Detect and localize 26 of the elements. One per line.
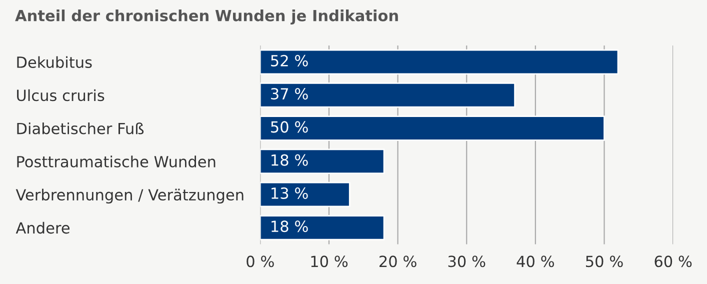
- data-label: 52 %: [271, 54, 308, 66]
- y-tick-label: Ulcus cruris: [17, 89, 104, 102]
- y-tick-label: Diabetischer Fuß: [17, 122, 144, 134]
- bar: [260, 82, 516, 108]
- data-label: 18 %: [272, 220, 308, 232]
- bar: [260, 148, 385, 174]
- x-tick-label: 20 %: [380, 256, 416, 268]
- bar: [260, 215, 385, 240]
- bar: [260, 116, 605, 141]
- bar: [260, 182, 350, 208]
- y-tick-label: Posttraumatische Wunden: [17, 156, 216, 168]
- data-label: 18 %: [272, 154, 308, 166]
- data-label: 50 %: [271, 121, 308, 133]
- y-tick-label: Dekubitus: [17, 56, 92, 68]
- y-tick-label: Andere: [16, 222, 70, 234]
- x-tick-label: 30 %: [448, 256, 486, 268]
- y-tick-label: Verbrennungen / Verätzungen: [16, 188, 244, 204]
- x-tick-label: 60 %: [654, 256, 692, 268]
- data-label: 37 %: [271, 88, 308, 100]
- x-tick-label: 10 %: [311, 256, 348, 268]
- data-label: 13 %: [272, 187, 308, 199]
- x-tick-label: 50 %: [586, 256, 623, 268]
- x-tick-label: 0 %: [246, 256, 274, 268]
- x-tick-label: 40 %: [516, 256, 554, 268]
- chart-title: Anteil der chronischen Wunden je Indikation: [15, 10, 398, 24]
- bar: [260, 49, 619, 75]
